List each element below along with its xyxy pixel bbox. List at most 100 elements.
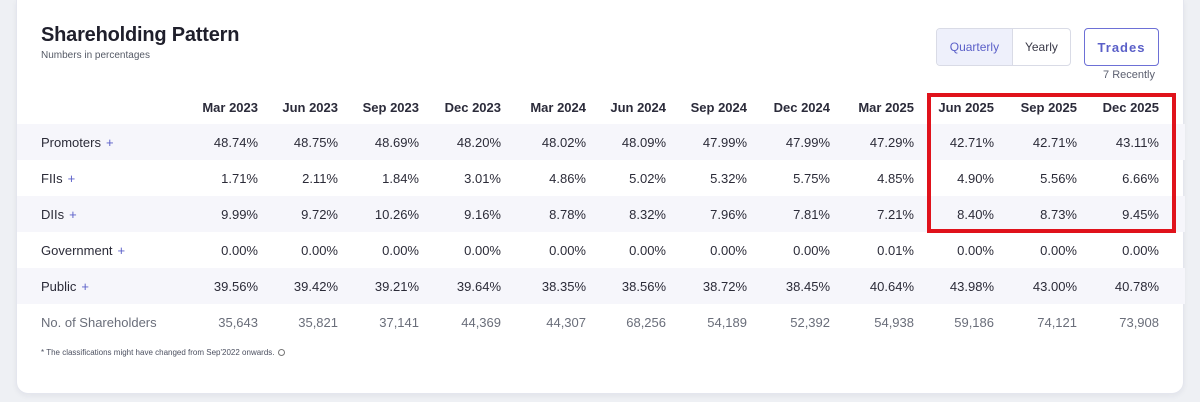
expand-plus-icon[interactable]: + [69, 206, 77, 222]
row-label[interactable]: DIIs + [41, 196, 77, 232]
table-cell: 40.64% [869, 278, 914, 294]
column-header: Sep 2025 [1020, 99, 1077, 115]
column-header: Sep 2024 [690, 99, 747, 115]
table-cell: 38.72% [702, 278, 747, 294]
table-cell: 5.75% [793, 170, 830, 186]
shareholding-card: Shareholding Pattern Numbers in percenta… [16, 0, 1185, 394]
footnote: * The classifications might have changed… [41, 348, 285, 357]
table-cell: 7.81% [793, 206, 830, 222]
yearly-toggle-button[interactable]: Yearly [1024, 40, 1058, 54]
quarterly-toggle-button[interactable]: Quarterly [937, 29, 1013, 65]
row-label: No. of Shareholders [41, 304, 157, 340]
table-cell: 38.35% [541, 278, 586, 294]
table-cell: 5.32% [710, 170, 747, 186]
table-cell: 8.40% [957, 206, 994, 222]
table-cell: 59,186 [954, 314, 994, 330]
trades-button[interactable]: Trades [1084, 28, 1159, 66]
expand-plus-icon[interactable]: + [67, 170, 76, 186]
row-label-text: Public [41, 278, 77, 294]
table-cell: 9.72% [301, 206, 338, 222]
expand-plus-icon[interactable]: + [117, 242, 126, 258]
row-label[interactable]: Government + [41, 232, 125, 268]
table-cell: 4.85% [877, 170, 914, 186]
table-cell: 35,821 [298, 314, 338, 330]
table-cell: 43.00% [1032, 278, 1077, 294]
column-header: Sep 2023 [362, 99, 419, 115]
page-title: Shareholding Pattern [41, 24, 240, 46]
table-cell: 40.78% [1114, 278, 1159, 294]
table-cell: 9.16% [464, 206, 501, 222]
row-label-text: DIIs [41, 206, 65, 222]
table-cell: 0.01% [877, 242, 914, 258]
table-cell: 0.00% [793, 242, 830, 258]
table-cell: 2.11% [302, 170, 338, 186]
row-label-text: Government [41, 242, 113, 258]
table-cell: 0.00% [629, 242, 666, 258]
column-header: Jun 2025 [938, 99, 994, 115]
table-cell: 9.99% [221, 206, 258, 222]
table-cell: 47.99% [785, 134, 830, 150]
table-cell: 47.99% [702, 134, 747, 150]
table-cell: 0.00% [464, 242, 501, 258]
table-row: No. of Shareholders 35,643 35,821 37,141 44,… [17, 304, 1185, 340]
table-cell: 42.71% [1032, 134, 1077, 150]
table-cell: 8.32% [629, 206, 666, 222]
row-label[interactable]: FIIs + [41, 160, 75, 196]
table-cell: 8.78% [549, 206, 586, 222]
column-header: Mar 2023 [202, 99, 258, 115]
table-cell: 43.98% [949, 278, 994, 294]
table-cell: 48.74% [213, 134, 258, 150]
table-cell: 44,307 [546, 314, 586, 330]
column-header: Jun 2023 [282, 99, 338, 115]
table-cell: 48.69% [374, 134, 419, 150]
table-cell: 0.00% [957, 242, 994, 258]
table-cell: 7.96% [710, 206, 747, 222]
table-row: FIIs +1.71% 2.11% 1.84% 3.01% 4.86% 5.02% 5.32%… [17, 160, 1185, 196]
table-cell: 39.56% [213, 278, 258, 294]
table-cell: 38.56% [621, 278, 666, 294]
table-cell: 0.00% [710, 242, 747, 258]
table-cell: 39.21% [374, 278, 419, 294]
row-label[interactable]: Promoters + [41, 124, 114, 160]
expand-plus-icon[interactable]: + [81, 278, 90, 294]
table-cell: 39.64% [456, 278, 501, 294]
column-header: Dec 2023 [444, 99, 501, 115]
table-cell: 73,908 [1119, 314, 1159, 330]
table-cell: 10.26% [374, 206, 419, 222]
table-cell: 48.20% [456, 134, 501, 150]
table-cell: 0.00% [301, 242, 338, 258]
table-cell: 48.09% [621, 134, 666, 150]
table-row: Public +39.56% 39.42% 39.21% 39.64% 38.35% 38.… [17, 268, 1185, 304]
table-cell: 42.71% [949, 134, 994, 150]
table-cell: 3.01% [464, 170, 501, 186]
table-cell: 35,643 [218, 314, 258, 330]
table-cell: 6.66% [1122, 170, 1159, 186]
table-cell: 5.02% [629, 170, 666, 186]
column-header: Dec 2025 [1102, 99, 1159, 115]
column-header: Jun 2024 [610, 99, 666, 115]
period-toggle: Quarterly Yearly [936, 28, 1071, 66]
table-cell: 48.02% [541, 134, 586, 150]
table-cell: 38.45% [785, 278, 830, 294]
row-label[interactable]: Public + [41, 268, 89, 304]
table-cell: 9.45% [1122, 206, 1159, 222]
table-cell: 37,141 [379, 314, 419, 330]
table-row: Government +0.00% 0.00% 0.00% 0.00% 0.00% 0.00… [17, 232, 1185, 268]
table-cell: 0.00% [1040, 242, 1077, 258]
table-cell: 52,392 [790, 314, 830, 330]
page-subtitle: Numbers in percentages [41, 50, 150, 61]
table-cell: 5.56% [1040, 170, 1077, 186]
table-cell: 54,938 [874, 314, 914, 330]
table-cell: 4.86% [549, 170, 586, 186]
column-header: Mar 2025 [858, 99, 914, 115]
column-header: Dec 2024 [773, 99, 830, 115]
table-cell: 44,369 [461, 314, 501, 330]
table-cell: 0.00% [549, 242, 586, 258]
table-row: DIIs +9.99% 9.72% 10.26% 9.16% 8.78% 8.32% 7.96… [17, 196, 1185, 232]
info-icon[interactable] [277, 349, 285, 357]
table-cell: 43.11% [1115, 134, 1159, 150]
table-cell: 0.00% [1122, 242, 1159, 258]
table-cell: 4.90% [957, 170, 994, 186]
table-cell: 1.71% [221, 170, 258, 186]
expand-plus-icon[interactable]: + [105, 134, 114, 150]
